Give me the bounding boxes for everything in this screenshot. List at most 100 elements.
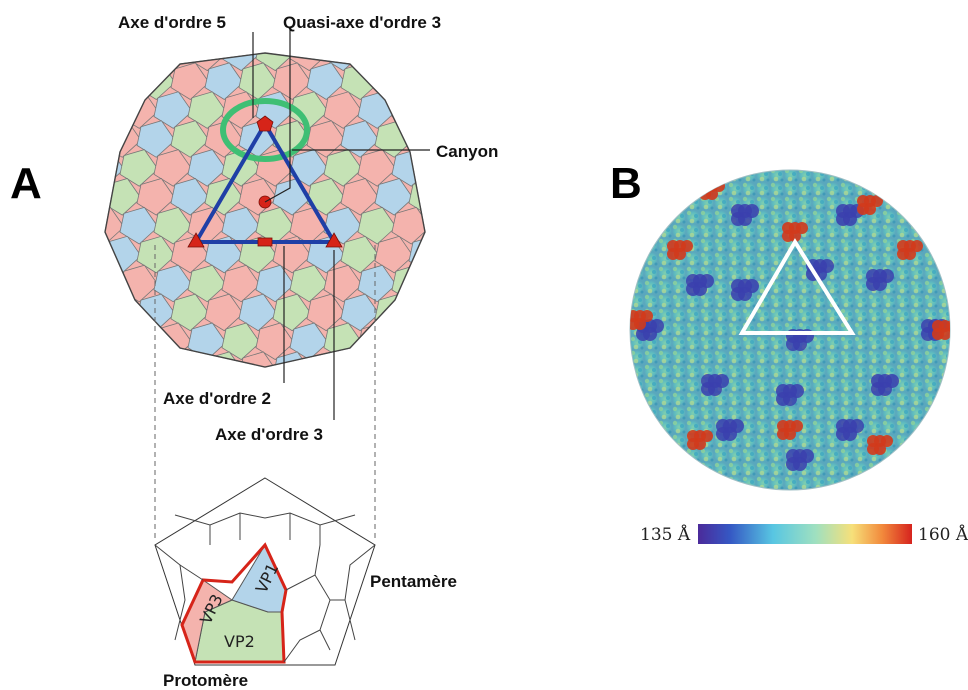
capsid-tile bbox=[374, 235, 414, 274]
capsid-tile bbox=[105, 62, 142, 100]
capsid-tile bbox=[105, 322, 125, 361]
capsid-tile bbox=[119, 322, 159, 361]
label-twofold-axis: Axe d'ordre 2 bbox=[163, 389, 271, 408]
pentamer-diagram bbox=[154, 477, 376, 666]
capsid-tile bbox=[221, 206, 261, 245]
surface-depression bbox=[738, 212, 752, 226]
capsid-tile bbox=[374, 178, 414, 216]
capsid-tile bbox=[443, 236, 481, 273]
surface-depression bbox=[878, 382, 892, 396]
capsid-tile bbox=[105, 53, 125, 72]
capsid-tile bbox=[170, 351, 210, 367]
capsid-tile bbox=[306, 351, 346, 367]
capsid-tile bbox=[443, 63, 481, 100]
capsid-tile bbox=[374, 62, 414, 100]
capsid-tile bbox=[105, 351, 142, 367]
capsid-tile bbox=[105, 264, 125, 303]
capsid-tile bbox=[204, 293, 244, 332]
capsid-outline bbox=[104, 52, 426, 368]
capsid-tile bbox=[306, 120, 346, 158]
capsid-tile bbox=[460, 207, 498, 244]
canyon-ring bbox=[220, 98, 310, 162]
capsid-tile bbox=[187, 91, 227, 129]
capsid-tile bbox=[340, 178, 380, 216]
capsid-tile bbox=[357, 206, 397, 245]
capsid-tile bbox=[119, 206, 159, 245]
capsid-tile bbox=[153, 206, 193, 245]
projection-lines bbox=[154, 245, 376, 540]
capsid-tile bbox=[443, 352, 481, 389]
capsid-tile bbox=[238, 293, 278, 332]
twofold-axis-marker bbox=[257, 237, 273, 247]
capsid-tile bbox=[119, 149, 159, 187]
capsid-tile bbox=[443, 179, 481, 216]
capsid-tile bbox=[391, 53, 425, 72]
capsid-tile bbox=[340, 235, 380, 274]
capsid-tile bbox=[460, 265, 498, 302]
surface-protrusion bbox=[674, 248, 686, 260]
label-threefold-axis: Axe d'ordre 3 bbox=[215, 425, 323, 444]
capsid-tile bbox=[340, 351, 380, 367]
capsid-tile bbox=[221, 322, 261, 361]
surface-depression bbox=[738, 287, 752, 301]
capsid-tile bbox=[357, 53, 397, 72]
radius-color-scale bbox=[698, 524, 912, 544]
capsid-tile bbox=[408, 293, 425, 332]
capsid-tile bbox=[477, 63, 515, 100]
capsid-tile bbox=[426, 207, 464, 244]
surface-protrusion bbox=[784, 428, 796, 440]
capsid-tile bbox=[426, 265, 464, 302]
capsid-tile bbox=[323, 149, 363, 187]
capsid-tile bbox=[289, 264, 329, 303]
threefold-axis-marker-right bbox=[325, 232, 343, 248]
fivefold-axis-marker bbox=[256, 115, 274, 132]
scale-max-label: 160 Å bbox=[918, 524, 968, 545]
surface-protrusion bbox=[911, 240, 923, 252]
capsid-tile bbox=[391, 91, 425, 129]
capsid-tile bbox=[426, 323, 464, 360]
capsid-tile bbox=[272, 62, 312, 100]
surface-depression bbox=[843, 427, 857, 441]
surface-protrusion bbox=[791, 420, 803, 432]
surface-protrusion bbox=[874, 443, 886, 455]
protomer-outline bbox=[180, 542, 288, 664]
capsid-tile bbox=[136, 178, 176, 216]
surface-depression bbox=[693, 282, 707, 296]
capsid-tile bbox=[323, 91, 363, 129]
capsid-tile bbox=[153, 149, 193, 187]
capsid-tile bbox=[289, 91, 329, 129]
surface-protrusion bbox=[796, 222, 808, 234]
panel-a-letter: A bbox=[10, 159, 42, 208]
capsid-tile bbox=[391, 264, 425, 303]
capsid-tile bbox=[238, 351, 278, 367]
capsid-tile bbox=[170, 62, 210, 100]
label-pentamer: Pentamère bbox=[370, 572, 457, 591]
surface-protrusion bbox=[634, 318, 646, 330]
capsid-tile bbox=[408, 351, 425, 367]
surface-protrusion bbox=[946, 320, 950, 332]
capsid-tile bbox=[170, 120, 210, 158]
pentamer-internal-lines bbox=[154, 512, 376, 663]
surface-protrusion bbox=[681, 240, 693, 252]
capsid-tile bbox=[477, 352, 515, 389]
capsid-tile bbox=[357, 322, 397, 361]
surface-protrusion bbox=[701, 430, 713, 442]
capsid-tile bbox=[306, 62, 346, 100]
capsid-tile bbox=[170, 178, 210, 216]
surface-depression bbox=[793, 457, 807, 471]
capsid-tile bbox=[340, 120, 380, 158]
icosahedral-triangle-overlay bbox=[738, 238, 856, 335]
capsid-tile bbox=[153, 264, 193, 303]
surface-depression bbox=[643, 327, 657, 341]
capsid-tile bbox=[187, 322, 227, 361]
capsid-tile bbox=[374, 351, 414, 367]
capsid-tile bbox=[255, 206, 295, 245]
capsid-tile bbox=[391, 206, 425, 245]
surface-protrusion bbox=[694, 438, 706, 450]
capsid-tiles bbox=[105, 34, 515, 389]
capsid-tile bbox=[460, 34, 498, 71]
capsid-tile bbox=[170, 293, 210, 332]
capsid-tile bbox=[136, 120, 176, 158]
capsid-tile bbox=[204, 62, 244, 100]
vp2-label: VP2 bbox=[224, 632, 255, 651]
